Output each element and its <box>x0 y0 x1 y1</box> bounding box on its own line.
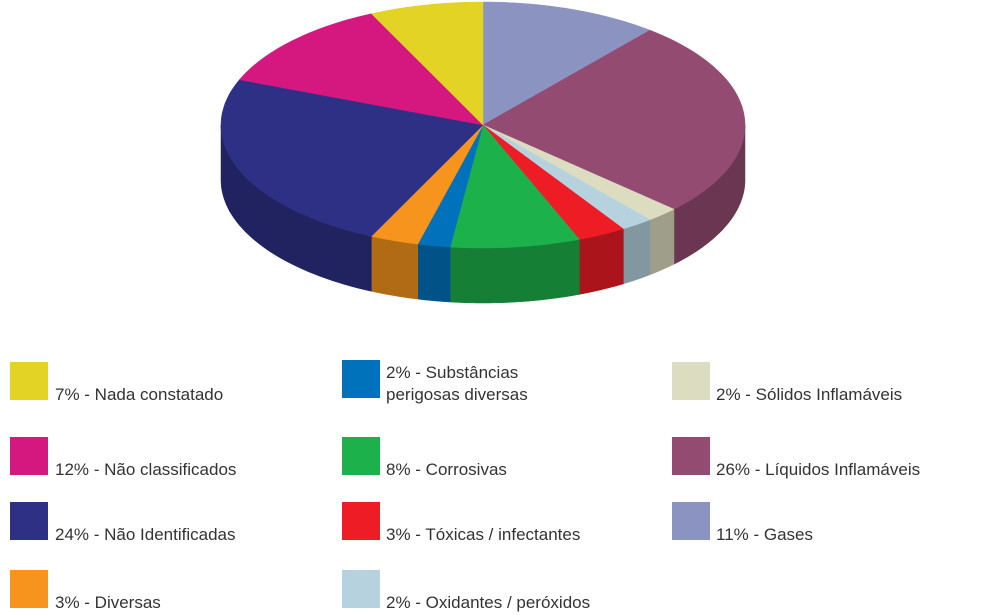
legend-swatch <box>672 502 710 540</box>
legend-swatch <box>672 362 710 400</box>
slice <box>449 124 580 249</box>
slice <box>370 124 484 245</box>
legend-swatch <box>342 570 380 608</box>
legend-label: 26% - Líquidos Inflamáveis <box>716 460 921 479</box>
legend-label: 24% - Não Identificadas <box>55 525 236 544</box>
slice <box>482 124 624 240</box>
legend-swatch <box>342 360 380 398</box>
slice <box>238 13 484 126</box>
legend-label: 2% - Substâncias perigosas diversas <box>386 363 528 404</box>
legend-swatch <box>10 570 48 608</box>
slice-side <box>449 239 580 304</box>
legend-swatch <box>672 437 710 475</box>
legend-label: 12% - Não classificados <box>55 460 237 479</box>
slice <box>482 29 746 210</box>
legend-label: 7% - Nada constatado <box>55 385 224 404</box>
slice <box>370 1 484 126</box>
slice-side <box>623 219 651 285</box>
slice-side <box>371 236 419 300</box>
slice <box>482 124 675 221</box>
legend-swatch <box>342 437 380 475</box>
slice-side <box>649 208 675 276</box>
legend-label: 3% - Tóxicas / infectantes <box>386 525 581 544</box>
legend-swatch <box>10 437 48 475</box>
legend-label: 2% - Sólidos Inflamáveis <box>716 385 903 404</box>
slice <box>482 124 651 230</box>
slice-side <box>417 243 451 303</box>
slice <box>417 124 484 248</box>
legend-swatch <box>10 502 48 540</box>
legend-label: 2% - Oxidantes / peróxidos <box>386 593 591 612</box>
pie-chart <box>220 1 746 304</box>
legend-label: 11% - Gases <box>716 525 814 544</box>
legend-swatch <box>10 362 48 400</box>
legend-label: 3% - Diversas <box>55 593 161 612</box>
slice <box>220 79 484 237</box>
legend-swatch <box>342 502 380 540</box>
slice-side <box>579 228 624 295</box>
slice <box>482 1 651 126</box>
legend-label: 8% - Corrosivas <box>386 460 507 479</box>
